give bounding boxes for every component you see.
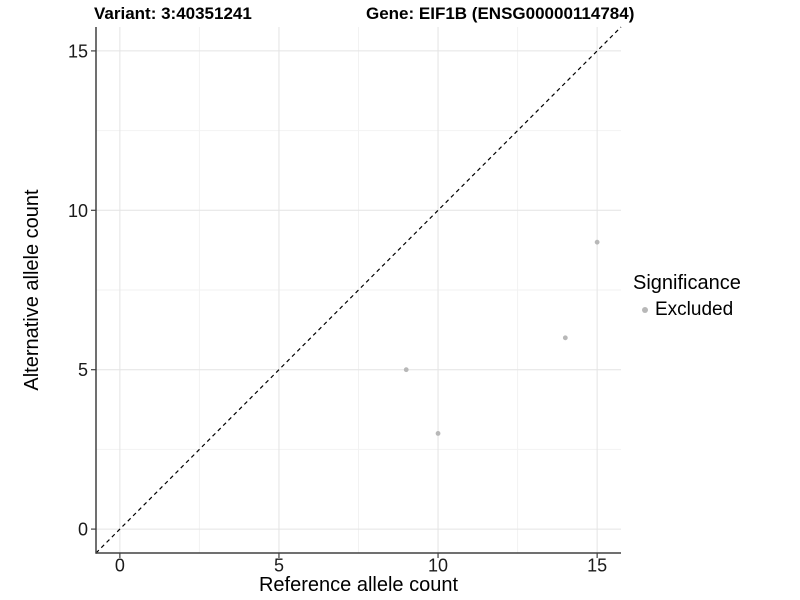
data-point [403,367,409,373]
data-point [594,239,600,245]
x-tick-label: 5 [274,556,284,576]
data-point [562,335,568,341]
x-tick-label: 0 [115,556,125,576]
x-tick-label: 10 [428,556,448,576]
data-point [435,431,441,436]
y-axis-title: Alternative allele count [21,189,43,391]
legend: Significance Excluded [633,272,741,320]
legend-title: Significance [633,272,741,294]
legend-item-label: Excluded [655,298,734,320]
x-tick-label: 15 [587,556,607,576]
identity-reference-line [95,26,622,554]
y-tick-label: 15 [68,41,88,61]
plot-title-variant: Variant: 3:40351241 [94,4,252,23]
plot-title-gene: Gene: EIF1B (ENSG00000114784) [366,4,635,23]
legend-items: Excluded [633,299,741,320]
y-tick-label: 10 [68,201,88,221]
legend-item: Excluded [633,299,741,320]
x-axis-title: Reference allele count [258,574,458,596]
y-tick-label: 5 [78,360,88,380]
legend-point-icon [642,306,648,313]
y-tick-label: 0 [78,520,88,540]
